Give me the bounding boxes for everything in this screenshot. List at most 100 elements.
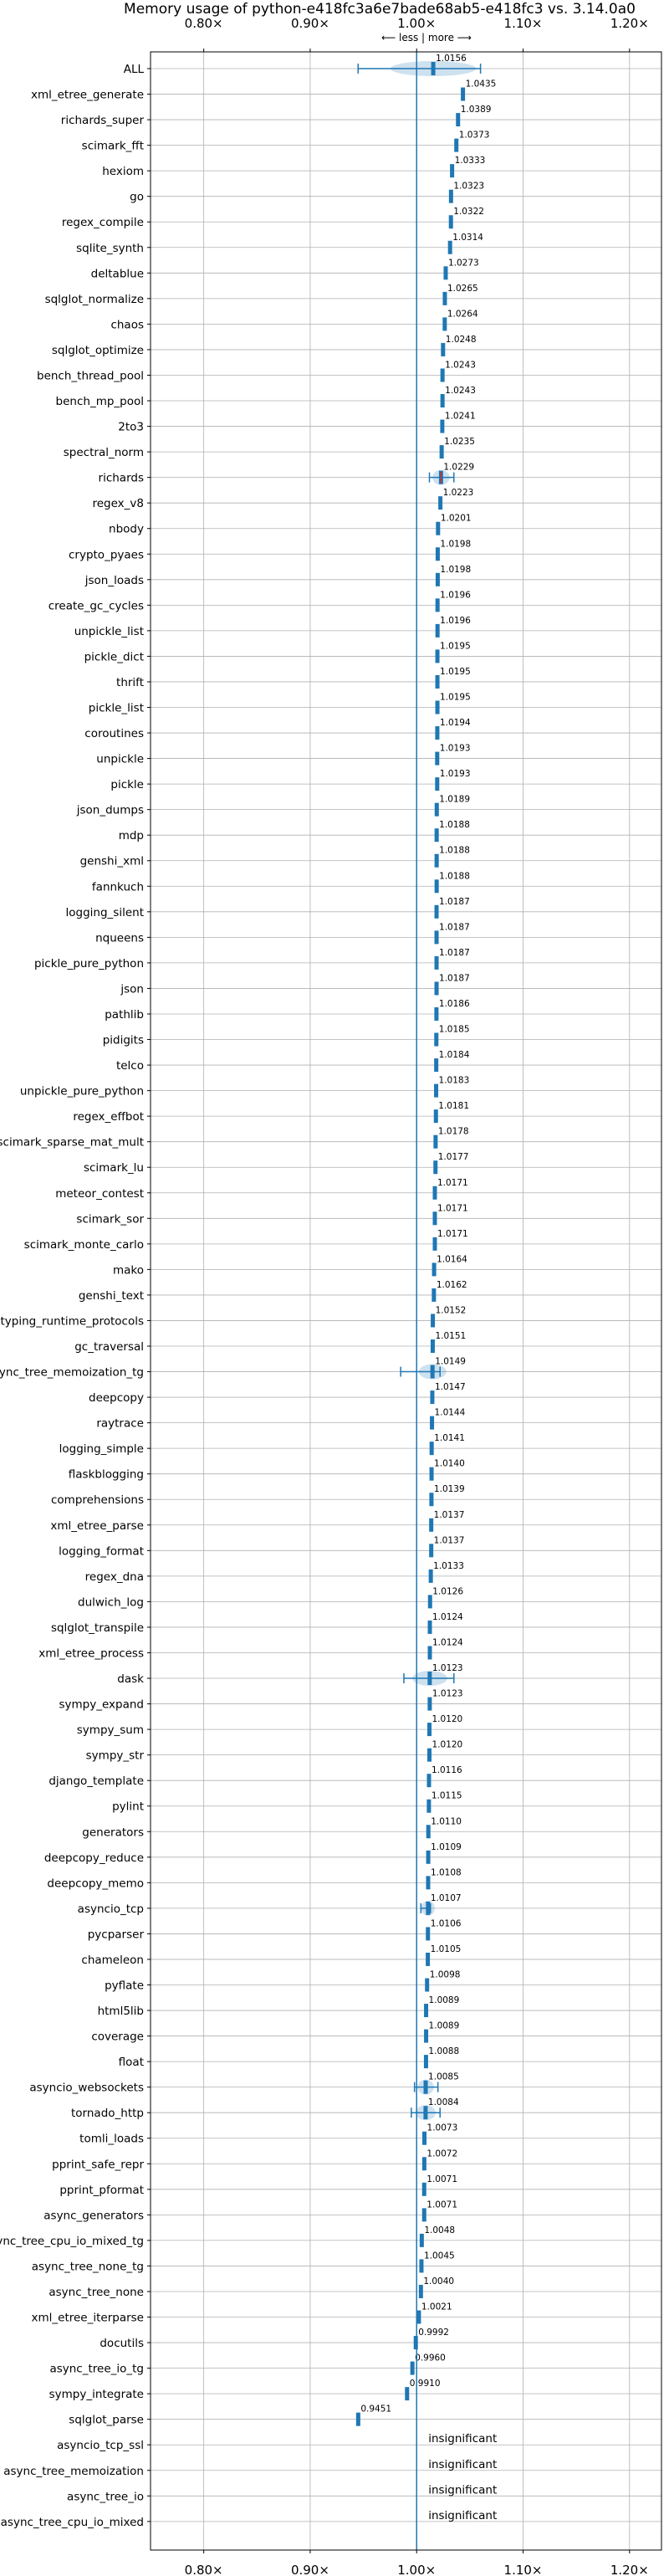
value-label: 1.0171 xyxy=(437,1229,468,1239)
category-label: sqlglot_parse xyxy=(69,2414,144,2427)
value-marker xyxy=(432,1211,437,1226)
value-marker xyxy=(434,1058,439,1073)
value-label: 1.0040 xyxy=(423,2276,454,2287)
value-marker xyxy=(435,751,440,766)
category-label: pyflate xyxy=(105,1979,144,1993)
value-label: 1.0120 xyxy=(432,1740,463,1750)
value-label: 1.0264 xyxy=(447,309,478,319)
value-label: 1.0151 xyxy=(435,1331,466,1341)
value-marker xyxy=(435,726,440,740)
value-label: 1.0109 xyxy=(431,1842,462,1852)
category-label: hexiom xyxy=(102,165,144,178)
top-tick-label: 0.80× xyxy=(185,16,223,31)
value-label: 1.0147 xyxy=(435,1382,466,1392)
value-marker xyxy=(421,2182,426,2196)
value-label: 1.0333 xyxy=(455,156,486,166)
value-label: 1.0123 xyxy=(432,1689,463,1699)
value-label: 1.0115 xyxy=(432,1791,462,1801)
category-label: crypto_pyaes xyxy=(69,548,144,561)
value-marker xyxy=(442,291,447,305)
value-marker xyxy=(432,1288,437,1302)
value-label: 1.0124 xyxy=(432,1612,463,1622)
category-label: async_generators xyxy=(43,2209,144,2222)
value-marker xyxy=(429,1493,434,1507)
value-marker xyxy=(435,547,440,561)
data-marks: 1.0156 1.0435 1.0389 1.0373 1.0333 1.0323 1.03… xyxy=(355,54,497,2522)
value-marker xyxy=(426,1901,431,1915)
category-label: scimark_fft xyxy=(82,140,144,153)
category-label: json_loads xyxy=(84,574,144,587)
category-label: logging_format xyxy=(59,1544,144,1558)
bottom-tick-label: 1.20× xyxy=(610,2563,649,2576)
value-marker xyxy=(434,853,439,868)
value-label: 1.0243 xyxy=(445,360,476,370)
value-marker xyxy=(421,2157,426,2171)
value-label: 1.0235 xyxy=(444,437,475,447)
value-label: 1.0110 xyxy=(431,1816,462,1826)
category-label: logging_simple xyxy=(59,1442,144,1456)
value-marker xyxy=(434,1032,439,1047)
value-label: 1.0273 xyxy=(448,258,479,268)
value-label: 1.0137 xyxy=(434,1510,465,1520)
value-marker xyxy=(426,1799,432,1813)
value-label: 1.0181 xyxy=(438,1101,469,1111)
value-marker xyxy=(413,2336,418,2350)
category-label: html5lib xyxy=(98,2005,144,2018)
category-label: bench_thread_pool xyxy=(37,369,144,382)
value-label: 1.0323 xyxy=(453,182,484,192)
value-marker xyxy=(456,113,461,127)
category-label: xml_etree_iterparse xyxy=(32,2312,145,2325)
value-marker xyxy=(435,700,440,714)
top-axis-ticks: 0.80× 0.90× 1.00× 1.10× 1.20× xyxy=(185,16,649,52)
category-label: async_tree_io xyxy=(67,2490,144,2503)
category-label: go xyxy=(130,191,144,204)
value-label: 1.0196 xyxy=(440,616,471,626)
value-label: 1.0193 xyxy=(440,744,471,754)
value-label: 1.0120 xyxy=(432,1714,463,1724)
category-label: unpickle_pure_python xyxy=(20,1085,144,1099)
value-marker xyxy=(429,1442,434,1456)
value-label: 1.0194 xyxy=(440,718,471,728)
value-label: 1.0071 xyxy=(426,2174,457,2184)
category-label: async_tree_io_tg xyxy=(49,2363,144,2376)
category-label: pidigits xyxy=(103,1034,144,1047)
value-label: 1.0116 xyxy=(432,1765,462,1775)
category-label: dulwich_log xyxy=(78,1595,144,1609)
value-label: 1.0186 xyxy=(439,999,470,1009)
top-tick-label: 1.00× xyxy=(397,16,436,31)
category-label: async_tree_none_tg xyxy=(32,2260,144,2273)
category-label: async_tree_none xyxy=(49,2286,144,2299)
category-label: pickle_pure_python xyxy=(34,957,144,970)
value-marker xyxy=(410,2361,415,2375)
value-marker xyxy=(436,521,441,535)
category-label: ALL xyxy=(124,63,145,76)
value-label: 1.0314 xyxy=(452,233,483,243)
value-marker xyxy=(425,1978,430,1992)
value-label: 1.0178 xyxy=(438,1127,469,1137)
value-label: 0.9910 xyxy=(410,2379,441,2389)
category-label: deepcopy xyxy=(89,1391,144,1405)
category-label: regex_dna xyxy=(85,1570,144,1584)
value-marker xyxy=(461,87,466,101)
category-label: genshi_xml xyxy=(80,855,144,868)
category-label: logging_silent xyxy=(66,906,144,919)
category-label: regex_v8 xyxy=(92,497,144,510)
value-label: 1.0435 xyxy=(466,79,497,90)
value-marker xyxy=(416,2310,421,2324)
value-label: 1.0085 xyxy=(428,2072,459,2082)
value-label: 1.0241 xyxy=(445,412,476,422)
value-marker xyxy=(432,1237,437,1251)
category-label: generators xyxy=(82,1826,144,1839)
category-label: async_tree_cpu_io_mixed xyxy=(1,2516,144,2529)
top-tick-label: 1.10× xyxy=(504,16,543,31)
value-marker xyxy=(435,572,440,586)
category-label: asyncio_tcp_ssl xyxy=(57,2439,144,2452)
value-label: 1.0193 xyxy=(440,769,471,779)
value-label: 1.0322 xyxy=(453,207,484,217)
category-label: raytrace xyxy=(96,1417,144,1431)
value-marker xyxy=(405,2387,410,2401)
value-label: 1.0164 xyxy=(437,1254,467,1264)
value-marker xyxy=(434,802,439,817)
value-marker xyxy=(435,777,440,791)
value-marker xyxy=(423,2106,428,2120)
